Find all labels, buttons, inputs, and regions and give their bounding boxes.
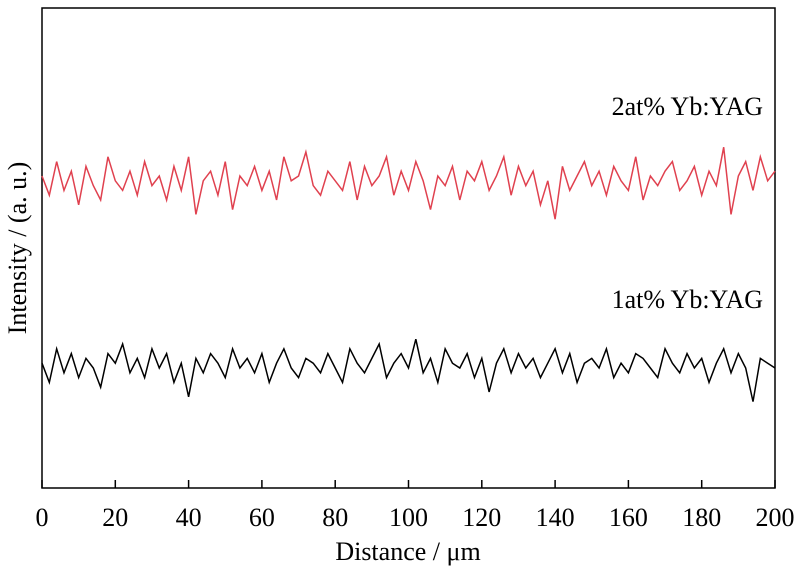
series-label: 2at% Yb:YAG xyxy=(612,92,763,121)
x-tick-label: 100 xyxy=(389,503,428,532)
x-tick-label: 0 xyxy=(36,503,49,532)
x-tick-label: 40 xyxy=(176,503,202,532)
x-axis-label: Distance / μm xyxy=(335,537,480,566)
x-tick-label: 200 xyxy=(756,503,795,532)
x-tick-label: 60 xyxy=(249,503,275,532)
x-tick-label: 120 xyxy=(462,503,501,532)
plot-frame xyxy=(41,7,776,489)
x-tick-label: 140 xyxy=(536,503,575,532)
x-tick-label: 80 xyxy=(322,503,348,532)
y-axis-label: Intensity / (a. u.) xyxy=(3,162,32,335)
series-line xyxy=(41,339,776,402)
x-tick-label: 160 xyxy=(609,503,648,532)
series-line xyxy=(41,147,776,220)
series-label: 1at% Yb:YAG xyxy=(612,285,763,314)
x-tick-label: 20 xyxy=(102,503,128,532)
x-tick-label: 180 xyxy=(682,503,721,532)
